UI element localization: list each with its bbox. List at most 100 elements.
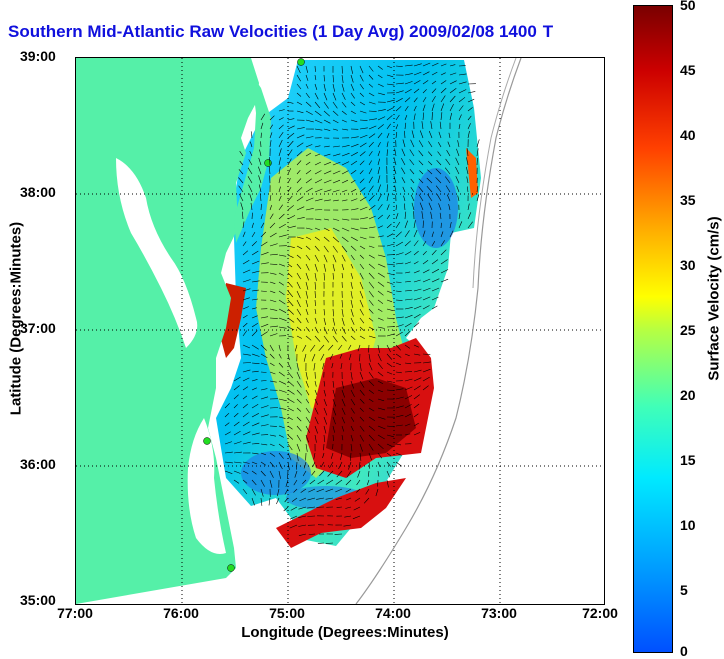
- velocity-vector: [431, 95, 436, 103]
- colorbar-tick: 0: [680, 643, 688, 659]
- velocity-vector: [455, 166, 460, 175]
- velocity-vector: [341, 128, 349, 131]
- y-tick: 37:00: [20, 320, 56, 336]
- delmarva-coast: [234, 73, 271, 243]
- velocity-vector: [260, 262, 269, 265]
- velocity-vector: [386, 107, 395, 112]
- velocity-vector: [314, 128, 323, 131]
- velocity-vector: [323, 161, 332, 166]
- velocity-vector: [368, 125, 377, 130]
- velocity-vector: [242, 322, 248, 328]
- velocity-vector: [287, 272, 293, 278]
- velocity-vector: [413, 353, 421, 356]
- velocity-vector: [249, 193, 253, 202]
- velocity-vector: [359, 134, 368, 139]
- velocity-vector: [377, 225, 383, 229]
- velocity-vector: [359, 317, 365, 324]
- velocity-vector: [419, 130, 424, 139]
- velocity-vector: [404, 290, 412, 292]
- velocity-vector: [278, 416, 286, 419]
- velocity-vector: [287, 353, 290, 361]
- velocity-vector: [314, 218, 322, 221]
- velocity-vector: [430, 121, 433, 130]
- map-plot-area[interactable]: [75, 57, 605, 605]
- velocity-vector: [314, 308, 317, 314]
- velocity-vector: [323, 92, 328, 101]
- velocity-vector: [242, 403, 248, 409]
- velocity-vector: [413, 305, 422, 310]
- velocity-vector: [395, 290, 402, 292]
- velocity-vector: [323, 101, 329, 109]
- velocity-vector: [233, 376, 241, 382]
- velocity-vector: [393, 166, 397, 175]
- velocity-vector: [346, 470, 352, 478]
- velocity-vector: [418, 194, 424, 202]
- velocity-vector: [269, 479, 273, 488]
- velocity-vector: [377, 74, 383, 79]
- velocity-vector: [404, 251, 412, 256]
- velocity-vector: [413, 261, 419, 265]
- velocity-vector: [314, 425, 318, 434]
- velocity-vector: [377, 272, 385, 278]
- velocity-vector: [395, 204, 397, 211]
- velocity-vector: [287, 416, 293, 420]
- velocity-vector: [350, 110, 356, 114]
- velocity-vector: [305, 407, 310, 414]
- velocity-vector: [314, 161, 321, 166]
- velocity-vector: [359, 362, 362, 371]
- velocity-vector: [296, 254, 302, 259]
- velocity-vector: [350, 152, 358, 157]
- velocity-vector: [476, 157, 478, 166]
- velocity-vector: [332, 434, 334, 442]
- velocity-vector: [302, 344, 307, 352]
- colorbar-tick: 25: [680, 322, 696, 338]
- velocity-vector: [386, 223, 392, 229]
- velocity-vector: [332, 308, 334, 317]
- velocity-vector: [332, 335, 338, 343]
- velocity-vector: [359, 416, 365, 422]
- velocity-vector: [341, 407, 346, 415]
- velocity-vector: [332, 398, 336, 407]
- velocity-vector: [238, 169, 244, 175]
- velocity-vector: [395, 461, 402, 467]
- velocity-vector: [377, 434, 385, 440]
- velocity-vector: [458, 124, 461, 130]
- velocity-vector: [350, 371, 353, 380]
- velocity-vector: [314, 198, 323, 202]
- velocity-vector: [377, 175, 381, 184]
- velocity-vector: [386, 184, 388, 193]
- velocity-vector: [314, 272, 317, 281]
- velocity-vector: [395, 106, 402, 112]
- velocity-vector: [350, 443, 353, 452]
- velocity-vector: [422, 376, 430, 382]
- velocity-vector: [323, 380, 326, 387]
- velocity-vector: [476, 194, 480, 202]
- velocity-vector: [323, 179, 332, 184]
- velocity-vector: [440, 103, 445, 112]
- velocity-vector: [260, 452, 267, 456]
- velocity-map: [76, 58, 604, 604]
- velocity-vector: [368, 263, 375, 269]
- velocity-vector: [278, 204, 283, 211]
- velocity-vector: [404, 386, 413, 391]
- velocity-vector: [350, 407, 355, 414]
- velocity-vector: [248, 159, 253, 166]
- velocity-vector: [305, 110, 313, 115]
- velocity-vector: [251, 222, 254, 229]
- velocity-vector: [368, 205, 376, 211]
- velocity-vector: [278, 195, 282, 202]
- velocity-vector: [251, 479, 257, 486]
- velocity-vector: [287, 452, 292, 461]
- velocity-vector: [431, 62, 439, 67]
- velocity-vector: [386, 452, 392, 457]
- velocity-vector: [341, 119, 347, 123]
- velocity-vector: [305, 425, 310, 433]
- velocity-vector: [293, 488, 298, 493]
- velocity-vector: [341, 236, 349, 243]
- velocity-vector: [296, 236, 304, 239]
- velocity-vector: [359, 299, 364, 308]
- velocity-vector: [449, 64, 456, 67]
- velocity-vector: [251, 461, 258, 465]
- colorbar-tick: 50: [680, 0, 696, 13]
- velocity-vector: [431, 259, 439, 265]
